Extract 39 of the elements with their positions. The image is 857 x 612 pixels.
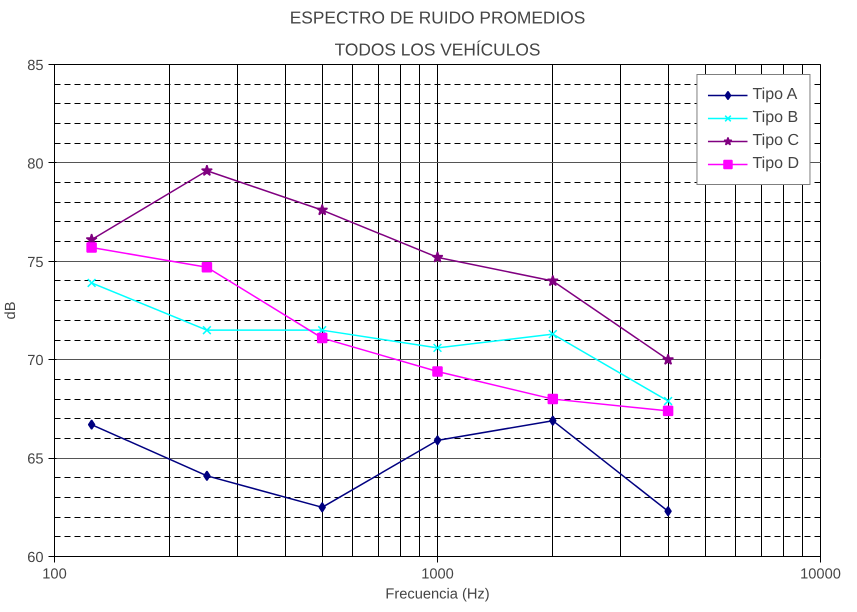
y-tick-label: 70	[27, 353, 44, 370]
legend-label: Tipo C	[752, 132, 799, 150]
point	[548, 329, 558, 339]
point	[432, 251, 444, 263]
y-tick-label: 75	[27, 254, 44, 271]
legend-label: Tipo A	[752, 86, 798, 104]
y-tick-label: 60	[27, 550, 44, 566]
point	[202, 262, 212, 272]
point	[434, 435, 442, 446]
point	[662, 353, 674, 365]
y-axis-title: dB	[3, 302, 20, 320]
y-tick-label: 65	[27, 452, 44, 468]
point	[662, 406, 674, 416]
legend-label: Tipo B	[752, 109, 798, 127]
point	[432, 366, 443, 377]
point	[546, 274, 559, 286]
point	[664, 506, 672, 516]
point	[86, 278, 96, 288]
x-axis-title: Frecuencia (Hz)	[385, 586, 490, 602]
point	[203, 470, 211, 482]
point	[549, 415, 557, 426]
point	[202, 326, 212, 335]
point	[316, 204, 328, 216]
x-tick-label: 100	[42, 566, 67, 582]
x-tick-label: 10000	[800, 566, 841, 582]
point	[548, 394, 558, 404]
point	[318, 502, 326, 513]
point	[316, 332, 328, 344]
point	[200, 164, 213, 176]
point	[86, 242, 97, 253]
y-tick-label: 80	[27, 156, 44, 172]
y-tick-label: 85	[27, 58, 44, 74]
point	[663, 396, 673, 406]
point	[432, 343, 442, 353]
x-tick-label: 1000	[421, 566, 454, 582]
legend-label: Tipo D	[752, 155, 799, 173]
chart-title: ESPECTRO DE RUIDO PROMEDIOS	[290, 8, 586, 28]
point	[88, 419, 96, 430]
chart-subtitle: TODOS LOS VEHÍCULOS	[334, 40, 540, 60]
